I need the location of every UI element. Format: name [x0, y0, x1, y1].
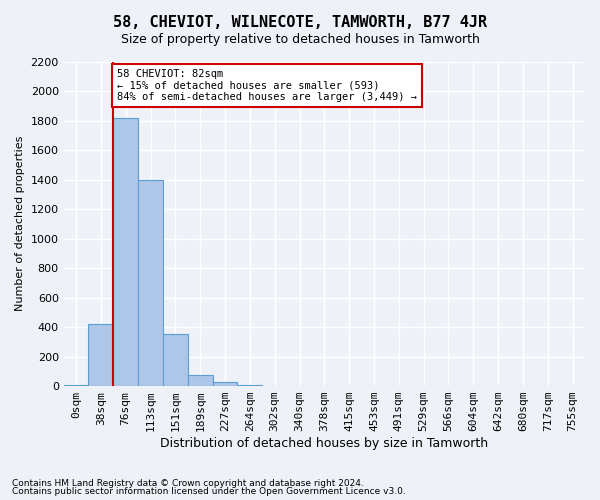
Bar — [188, 375, 212, 386]
Text: Contains HM Land Registry data © Crown copyright and database right 2024.: Contains HM Land Registry data © Crown c… — [12, 478, 364, 488]
Bar — [163, 334, 188, 386]
Text: Size of property relative to detached houses in Tamworth: Size of property relative to detached ho… — [121, 32, 479, 46]
Text: 58, CHEVIOT, WILNECOTE, TAMWORTH, B77 4JR: 58, CHEVIOT, WILNECOTE, TAMWORTH, B77 4J… — [113, 15, 487, 30]
Bar — [212, 382, 238, 386]
X-axis label: Distribution of detached houses by size in Tamworth: Distribution of detached houses by size … — [160, 437, 488, 450]
Text: 58 CHEVIOT: 82sqm
← 15% of detached houses are smaller (593)
84% of semi-detache: 58 CHEVIOT: 82sqm ← 15% of detached hous… — [117, 69, 417, 102]
Bar — [88, 324, 113, 386]
Text: Contains public sector information licensed under the Open Government Licence v3: Contains public sector information licen… — [12, 487, 406, 496]
Bar — [138, 180, 163, 386]
Y-axis label: Number of detached properties: Number of detached properties — [15, 136, 25, 312]
Bar — [113, 118, 138, 386]
